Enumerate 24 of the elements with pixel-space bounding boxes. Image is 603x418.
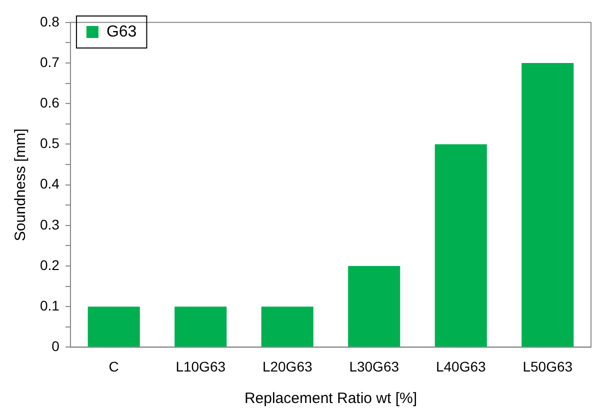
y-tick-label: 0.4 — [40, 176, 60, 192]
x-tick-label: L30G63 — [349, 358, 400, 374]
x-tick-label: L10G63 — [176, 358, 226, 374]
bar — [522, 63, 574, 347]
x-tick-label: C — [108, 358, 119, 374]
x-tick-label: L20G63 — [262, 358, 312, 374]
y-tick-label: 0.6 — [40, 94, 60, 110]
bar — [348, 266, 400, 347]
y-tick-label: 0.1 — [40, 297, 60, 314]
bar — [434, 144, 487, 347]
y-tick-label: 0.5 — [40, 135, 60, 152]
x-tick-label: L50G63 — [522, 358, 573, 374]
x-axis-title: Replacement Ratio wt [%] — [244, 390, 418, 408]
y-tick-label: 0.3 — [40, 216, 60, 232]
y-axis-title: Soundness [mm] — [12, 128, 30, 242]
bar — [88, 306, 140, 347]
bar — [174, 306, 227, 347]
y-tick-label: 0.7 — [40, 54, 60, 70]
y-tick-label: 0 — [52, 338, 60, 354]
y-tick-label: 0.8 — [40, 13, 60, 30]
bar — [261, 306, 314, 347]
legend-label: G63 — [106, 23, 137, 40]
x-tick-label: L40G63 — [436, 358, 486, 374]
y-tick-label: 0.2 — [40, 256, 60, 273]
